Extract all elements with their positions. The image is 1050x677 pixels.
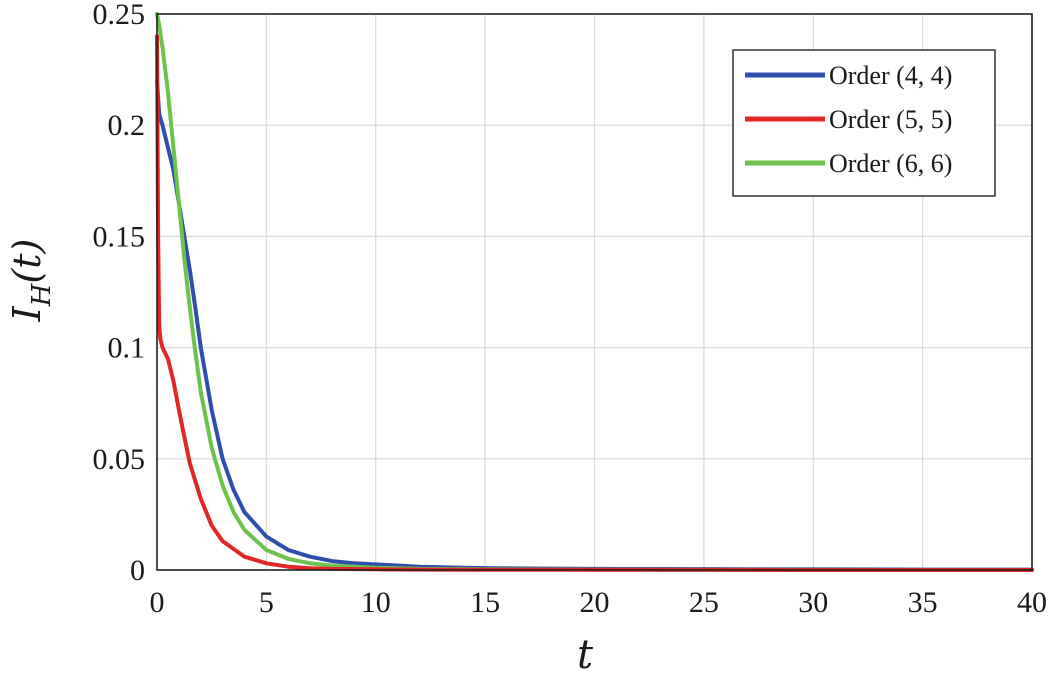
- y-axis-title-sub: H: [27, 282, 57, 307]
- x-tick-label: 20: [580, 586, 610, 619]
- x-axis-title: t: [577, 632, 594, 677]
- x-tick-label: 15: [470, 586, 500, 619]
- legend-label: Order (5, 5): [829, 105, 952, 134]
- x-tick-label: 25: [689, 586, 719, 619]
- y-axis-title: IH(t): [5, 239, 57, 323]
- x-tick-label: 5: [259, 586, 274, 619]
- y-tick-label: 0.1: [108, 332, 146, 365]
- y-tick-label: 0.25: [93, 0, 146, 31]
- y-axis-title-main: I: [5, 305, 49, 322]
- x-tick-labels: 0 5 10 15 20 25 30 35 40: [150, 586, 1048, 619]
- y-axis-title-arg: (t): [5, 239, 49, 284]
- y-tick-label: 0.15: [93, 220, 146, 253]
- x-tick-label: 0: [150, 586, 165, 619]
- x-tick-label: 30: [798, 586, 828, 619]
- y-tick-label: 0.2: [108, 109, 146, 142]
- legend-label: Order (4, 4): [829, 61, 952, 90]
- legend: Order (4, 4) Order (5, 5) Order (6, 6): [732, 49, 996, 197]
- y-tick-label: 0.05: [93, 443, 146, 476]
- svg-text:IH(t): IH(t): [5, 239, 57, 323]
- x-tick-label: 35: [908, 586, 938, 619]
- legend-label: Order (6, 6): [829, 149, 952, 178]
- plot-frame: [156, 13, 1033, 571]
- x-tick-label: 40: [1017, 586, 1047, 619]
- y-tick-label: 0: [130, 554, 145, 587]
- x-tick-label: 10: [361, 586, 391, 619]
- y-tick-labels: 0 0.05 0.1 0.15 0.2 0.25: [93, 0, 146, 587]
